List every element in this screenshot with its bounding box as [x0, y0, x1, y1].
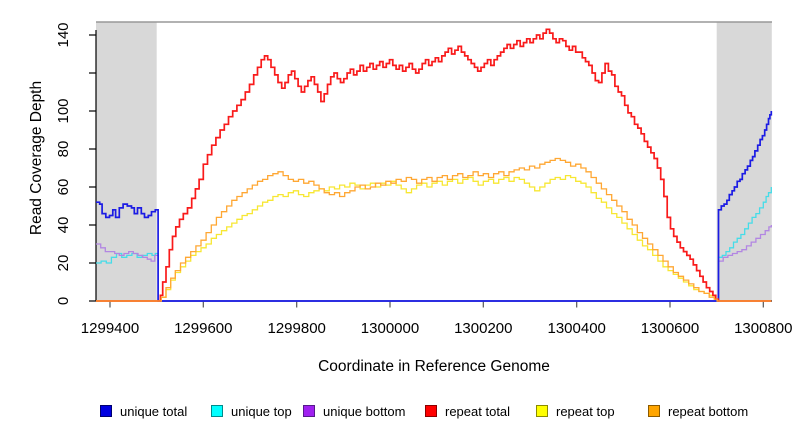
y-tick-label: 100 [55, 98, 72, 123]
series-unique-bottom [96, 225, 772, 302]
x-tick-label: 1300600 [641, 320, 699, 337]
legend-item-repeat-bottom: repeat bottom [648, 399, 748, 423]
x-tick-label: 1299600 [174, 320, 232, 337]
x-axis-title: Coordinate in Reference Genome [318, 358, 550, 375]
legend-swatch-unique-bottom [303, 405, 315, 417]
legend-label-unique-top: unique top [231, 403, 292, 419]
tick-marks [89, 34, 764, 308]
y-tick-label: 80 [55, 141, 72, 158]
y-tick-label: 60 [55, 179, 72, 196]
legend-swatch-repeat-total [425, 405, 437, 417]
series-repeat-bottom [96, 157, 772, 302]
legend-item-unique-top: unique top [211, 399, 292, 423]
legend-label-unique-total: unique total [120, 403, 188, 419]
masked-region [96, 22, 157, 301]
coverage-plot: 1299400 1299600 1299800 1300000 1300200 13004… [28, 21, 792, 375]
masked-region [716, 22, 772, 301]
legend-swatch-unique-top [211, 405, 223, 417]
legend-swatch-unique-total [100, 405, 112, 417]
legend-item-repeat-top: repeat top [536, 399, 615, 423]
x-tick-label: 1300800 [734, 320, 792, 337]
y-tick-label: 0 [55, 297, 72, 305]
series-unique-top [96, 187, 772, 302]
x-tick-label: 1299400 [81, 320, 139, 337]
legend: unique total unique top unique bottom re… [0, 399, 792, 423]
y-tick-label: 40 [55, 217, 72, 234]
x-tick-label: 1300400 [547, 320, 605, 337]
legend-item-repeat-total: repeat total [425, 399, 510, 423]
shaded-regions [96, 22, 772, 301]
y-tick-label: 20 [55, 255, 72, 272]
x-tick-label: 1300200 [454, 320, 512, 337]
legend-label-repeat-total: repeat total [445, 403, 511, 419]
series-repeat-total [96, 28, 772, 302]
y-axis-title: Read Coverage Depth [28, 81, 45, 235]
x-tick-label: 1300000 [361, 320, 419, 337]
axes [95, 30, 772, 302]
legend-item-unique-total: unique total [100, 399, 187, 423]
data-series [96, 28, 773, 302]
legend-item-unique-bottom: unique bottom [303, 399, 405, 423]
x-tick-label: 1299800 [267, 320, 325, 337]
series-repeat-top [96, 174, 772, 302]
legend-swatch-repeat-bottom [648, 405, 660, 417]
legend-swatch-repeat-top [536, 405, 548, 417]
tick-labels: 1299400 1299600 1299800 1300000 1300200 13004… [55, 22, 792, 337]
y-tick-label: 140 [55, 22, 72, 47]
legend-label-unique-bottom: unique bottom [323, 403, 406, 419]
series-unique-total [96, 111, 773, 302]
legend-label-repeat-top: repeat top [556, 403, 615, 419]
legend-label-repeat-bottom: repeat bottom [668, 403, 749, 419]
